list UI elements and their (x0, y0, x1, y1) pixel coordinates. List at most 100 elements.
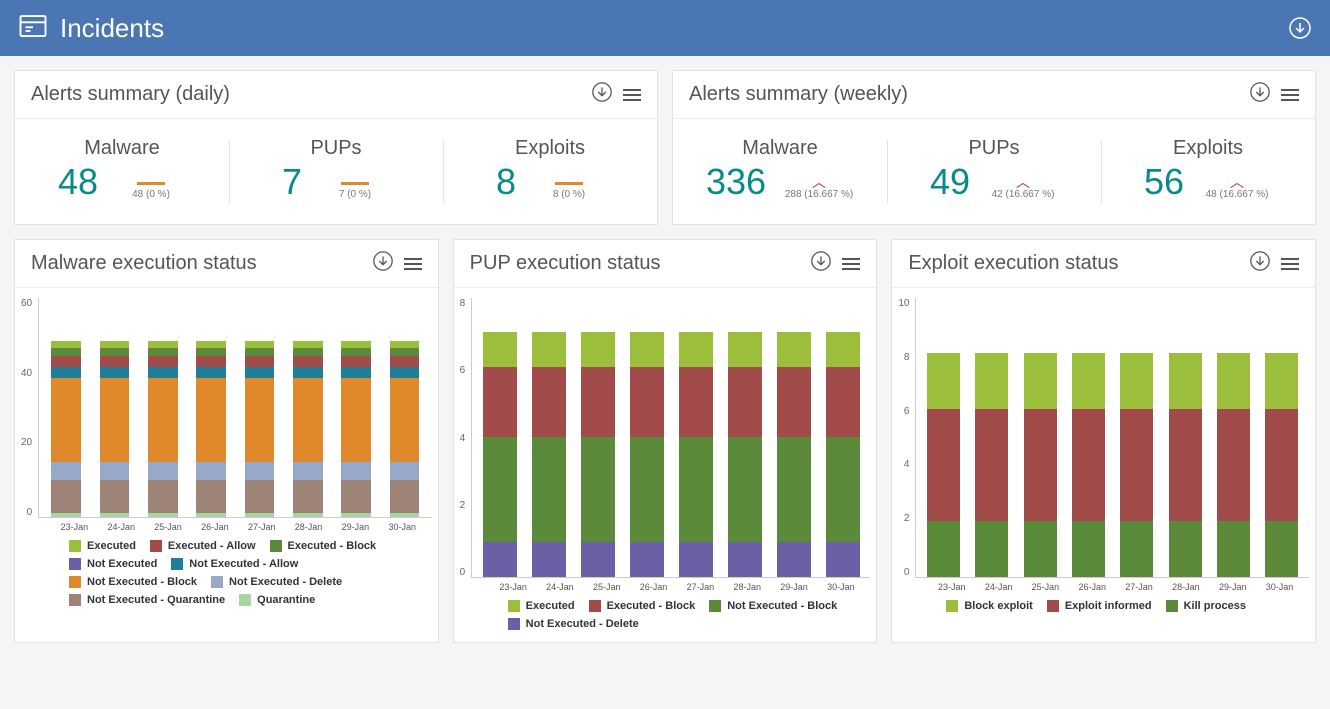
bar-segment (245, 367, 275, 378)
legend-item[interactable]: Executed - Block (589, 600, 696, 612)
legend-item[interactable]: Executed - Block (270, 540, 377, 552)
bar-segment (100, 367, 130, 378)
stat-value: 56 (1144, 164, 1184, 200)
legend-item[interactable]: Not Executed - Block (709, 600, 837, 612)
bar-column[interactable] (190, 341, 232, 517)
bar-column[interactable] (772, 332, 815, 577)
bar-column[interactable] (478, 332, 521, 577)
legend-item[interactable]: Executed (69, 540, 136, 552)
trend-flat-icon (137, 182, 165, 185)
menu-icon[interactable] (842, 258, 860, 270)
bar-segment (51, 462, 81, 480)
y-tick: 0 (27, 507, 33, 518)
bar-column[interactable] (821, 332, 864, 577)
bar-column[interactable] (674, 332, 717, 577)
bar-segment (293, 378, 323, 462)
legend-label: Exploit informed (1065, 600, 1152, 612)
stat-block[interactable]: PUPs 49 ︿ 42 (16.667 %) (887, 119, 1101, 224)
bar-column[interactable] (971, 353, 1013, 577)
stat-block[interactable]: PUPs 7 7 (0 %) (229, 119, 443, 224)
bar-segment (630, 437, 664, 542)
legend-label: Quarantine (257, 594, 315, 606)
incidents-icon (18, 11, 48, 46)
bar-segment (390, 348, 420, 355)
bar-segment (390, 378, 420, 462)
bar-column[interactable] (1116, 353, 1158, 577)
bar-column[interactable] (45, 341, 87, 517)
bar-segment (390, 356, 420, 367)
legend-item[interactable]: Block exploit (946, 600, 1032, 612)
bar-segment (728, 437, 762, 542)
bar-column[interactable] (576, 332, 619, 577)
download-icon[interactable] (1249, 250, 1271, 277)
panel-title: Exploit execution status (908, 252, 1118, 275)
bar-column[interactable] (335, 341, 377, 517)
legend-item[interactable]: Not Executed (69, 558, 157, 570)
y-tick: 4 (460, 433, 466, 444)
bar-segment (148, 348, 178, 355)
stat-value: 8 (496, 164, 516, 200)
bar-column[interactable] (142, 341, 184, 517)
stat-block[interactable]: Malware 336 ︿ 288 (16.667 %) (673, 119, 887, 224)
bar-segment (341, 367, 371, 378)
menu-icon[interactable] (623, 89, 641, 101)
header-download-icon[interactable] (1288, 16, 1312, 40)
bar-segment (483, 332, 517, 367)
bar-column[interactable] (1261, 353, 1303, 577)
stat-block[interactable]: Exploits 8 8 (0 %) (443, 119, 657, 224)
x-tick: 28-Jan (1162, 582, 1209, 592)
bar-segment (1169, 521, 1202, 577)
bar-column[interactable] (922, 353, 964, 577)
stat-label: Exploits (515, 137, 585, 160)
legend-item[interactable]: Kill process (1166, 600, 1246, 612)
bar-column[interactable] (93, 341, 135, 517)
x-tick: 30-Jan (1256, 582, 1303, 592)
y-tick: 40 (21, 368, 32, 379)
legend-item[interactable]: Not Executed - Delete (211, 576, 342, 588)
bar-segment (1217, 409, 1250, 521)
bar-column[interactable] (238, 341, 280, 517)
bar-column[interactable] (1067, 353, 1109, 577)
bar-column[interactable] (1164, 353, 1206, 577)
legend-item[interactable]: Not Executed - Quarantine (69, 594, 225, 606)
bar-segment (1169, 409, 1202, 521)
menu-icon[interactable] (1281, 89, 1299, 101)
x-tick: 30-Jan (379, 522, 426, 532)
x-tick: 27-Jan (1116, 582, 1163, 592)
bar-segment (927, 521, 960, 577)
menu-icon[interactable] (404, 258, 422, 270)
bar-column[interactable] (625, 332, 668, 577)
bar-column[interactable] (287, 341, 329, 517)
download-icon[interactable] (591, 81, 613, 108)
bar-column[interactable] (1019, 353, 1061, 577)
legend-item[interactable]: Executed (508, 600, 575, 612)
legend-item[interactable]: Not Executed - Delete (508, 618, 639, 630)
x-tick: 30-Jan (817, 582, 864, 592)
download-icon[interactable] (372, 250, 394, 277)
download-icon[interactable] (810, 250, 832, 277)
stat-block[interactable]: Malware 48 48 (0 %) (15, 119, 229, 224)
legend-item[interactable]: Not Executed - Allow (171, 558, 298, 570)
bar-segment (1072, 409, 1105, 521)
bar-column[interactable] (383, 341, 425, 517)
charts-row: Malware execution status 604020023-Jan24… (14, 239, 1316, 643)
y-tick: 2 (904, 513, 910, 524)
legend-item[interactable]: Executed - Allow (150, 540, 256, 552)
bar-segment (532, 332, 566, 367)
x-tick: 29-Jan (332, 522, 379, 532)
legend-item[interactable]: Exploit informed (1047, 600, 1152, 612)
bar-segment (51, 367, 81, 378)
bar-column[interactable] (1212, 353, 1254, 577)
bar-segment (777, 332, 811, 367)
download-icon[interactable] (1249, 81, 1271, 108)
bar-column[interactable] (723, 332, 766, 577)
x-tick: 24-Jan (975, 582, 1022, 592)
stat-block[interactable]: Exploits 56 ︿ 48 (16.667 %) (1101, 119, 1315, 224)
legend-item[interactable]: Quarantine (239, 594, 315, 606)
bar-column[interactable] (527, 332, 570, 577)
legend-swatch (69, 576, 81, 588)
legend-label: Block exploit (964, 600, 1032, 612)
x-tick: 26-Jan (191, 522, 238, 532)
legend-item[interactable]: Not Executed - Block (69, 576, 197, 588)
menu-icon[interactable] (1281, 258, 1299, 270)
